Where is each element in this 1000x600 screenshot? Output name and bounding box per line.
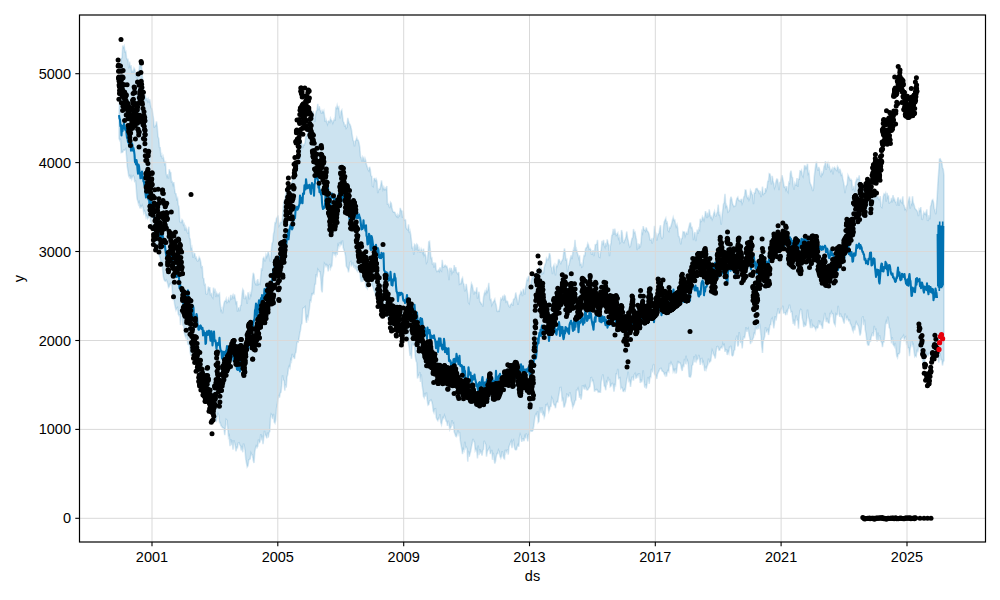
svg-text:2017: 2017 <box>639 549 671 565</box>
svg-text:2025: 2025 <box>891 549 923 565</box>
svg-text:2005: 2005 <box>262 549 294 565</box>
svg-text:5000: 5000 <box>39 66 71 82</box>
svg-text:2001: 2001 <box>136 549 168 565</box>
svg-text:0: 0 <box>63 510 71 526</box>
svg-text:y: y <box>11 274 27 282</box>
svg-text:2000: 2000 <box>39 333 71 349</box>
svg-text:ds: ds <box>525 568 540 584</box>
svg-text:3000: 3000 <box>39 244 71 260</box>
svg-text:2013: 2013 <box>513 549 545 565</box>
svg-text:2009: 2009 <box>388 549 420 565</box>
svg-text:4000: 4000 <box>39 155 71 171</box>
svg-text:1000: 1000 <box>39 421 71 437</box>
svg-text:2021: 2021 <box>765 549 797 565</box>
